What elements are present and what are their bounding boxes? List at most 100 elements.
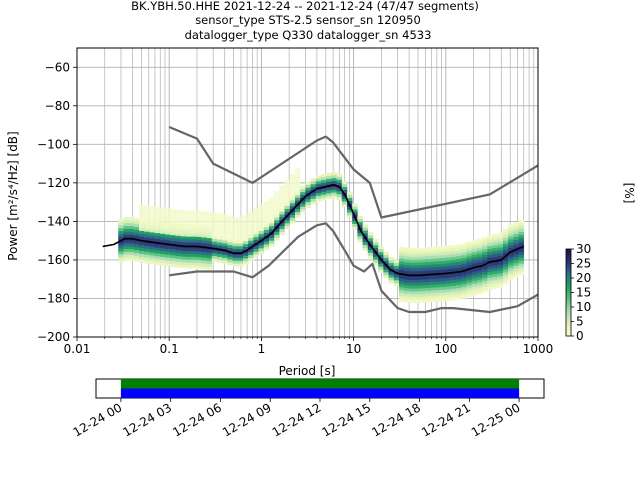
- heatmap-cell: [201, 219, 207, 224]
- heatmap-cell: [424, 279, 431, 283]
- heatmap-cell: [242, 235, 249, 239]
- heatmap-cell: [196, 265, 202, 269]
- heatmap-cell: [502, 251, 509, 256]
- heatmap-cell: [248, 223, 254, 227]
- heatmap-cell: [518, 272, 525, 276]
- heatmap-cell: [211, 258, 218, 262]
- heatmap-cell: [482, 277, 488, 281]
- x-tick-label: 1: [258, 342, 266, 356]
- heatmap-cell: [180, 250, 187, 254]
- heatmap-cell: [461, 286, 467, 290]
- heatmap-cell: [513, 262, 519, 266]
- heatmap-cell: [471, 245, 478, 249]
- heatmap-cell: [284, 197, 291, 201]
- heatmap-cell: [123, 225, 129, 229]
- heatmap-cell: [217, 230, 223, 234]
- heatmap-cell: [497, 278, 504, 283]
- heatmap-cell: [497, 241, 504, 245]
- heatmap-cell: [191, 210, 197, 214]
- heatmap-cell: [242, 220, 249, 224]
- heatmap-cell: [154, 235, 161, 239]
- heatmap-cell: [196, 224, 202, 229]
- heatmap-cell: [279, 205, 285, 209]
- heatmap-cell: [471, 274, 478, 278]
- heatmap-cell: [315, 192, 322, 196]
- heatmap-cell: [128, 251, 135, 255]
- heatmap-cell: [372, 262, 379, 266]
- heatmap-cell: [149, 211, 155, 216]
- heatmap-cell: [201, 248, 207, 252]
- heatmap-cell: [404, 256, 410, 260]
- heatmap-cell: [123, 243, 129, 247]
- timeline-bands: [120, 379, 520, 398]
- heatmap-cell: [279, 188, 285, 192]
- heatmap-cell: [268, 214, 275, 218]
- heatmap-cell: [398, 292, 405, 297]
- heatmap-cell: [492, 285, 499, 289]
- heatmap-cell: [456, 255, 462, 260]
- heatmap-cell: [139, 259, 145, 263]
- heatmap-cell: [133, 229, 140, 233]
- heatmap-cell: [409, 299, 415, 304]
- heatmap-cell: [217, 245, 223, 249]
- heatmap-cell: [159, 213, 166, 217]
- heatmap-cell: [393, 268, 400, 272]
- heatmap-cell: [268, 220, 275, 224]
- heatmap-cell: [513, 251, 519, 255]
- heatmap-cell: [211, 232, 218, 236]
- heatmap-cell: [404, 299, 410, 303]
- heatmap-cell: [471, 251, 478, 255]
- heatmap-cell: [482, 268, 488, 273]
- heatmap-cell: [424, 296, 431, 300]
- heatmap-cell: [253, 225, 259, 229]
- heatmap-cell: [232, 219, 239, 224]
- heatmap-cell: [123, 228, 129, 232]
- heatmap-cell: [144, 213, 150, 218]
- heatmap-cell: [513, 271, 519, 275]
- colorbar-tick-label: 15: [576, 286, 591, 300]
- heatmap-cell: [482, 289, 488, 293]
- heatmap-cell: [154, 253, 161, 257]
- heatmap-cell: [398, 289, 405, 294]
- heatmap-cell: [466, 279, 473, 283]
- heatmap-cell: [404, 253, 410, 257]
- heatmap-cell: [414, 247, 421, 252]
- heatmap-cell: [154, 227, 161, 231]
- heatmap-cell: [435, 292, 441, 296]
- heatmap-cell: [466, 290, 473, 294]
- heatmap-cell: [341, 204, 348, 208]
- heatmap-cell: [430, 261, 436, 265]
- heatmap-cell: [284, 194, 291, 198]
- heatmap-cell: [466, 253, 473, 257]
- heatmap-cell: [139, 247, 145, 252]
- heatmap-cell: [331, 195, 337, 199]
- heatmap-cell: [398, 263, 405, 268]
- heatmap-cell: [388, 262, 395, 266]
- heatmap-cell: [305, 181, 311, 185]
- heatmap-cell: [310, 201, 317, 205]
- heatmap-cell: [414, 262, 421, 266]
- heatmap-cell: [513, 239, 519, 243]
- heatmap-cell: [424, 267, 431, 271]
- heatmap-cell: [471, 260, 478, 264]
- heatmap-cell: [388, 271, 395, 275]
- heatmap-cell: [170, 249, 176, 253]
- heatmap-cell: [180, 218, 187, 222]
- heatmap-cell: [180, 236, 187, 240]
- heatmap-cell: [482, 254, 488, 258]
- heatmap-cell: [482, 248, 488, 252]
- heatmap-cell: [253, 234, 259, 238]
- heatmap-cell: [144, 205, 150, 209]
- heatmap-cell: [362, 227, 369, 231]
- y-tick-label: −160: [37, 253, 70, 267]
- heatmap-cell: [180, 221, 187, 225]
- heatmap-cell: [300, 188, 306, 193]
- heatmap-cell: [450, 279, 457, 283]
- heatmap-cell: [409, 262, 415, 266]
- heatmap-cell: [315, 175, 322, 179]
- heatmap-cell: [424, 293, 431, 297]
- heatmap-cell: [258, 210, 265, 214]
- heatmap-cell: [284, 211, 291, 215]
- heatmap-cell: [378, 269, 384, 273]
